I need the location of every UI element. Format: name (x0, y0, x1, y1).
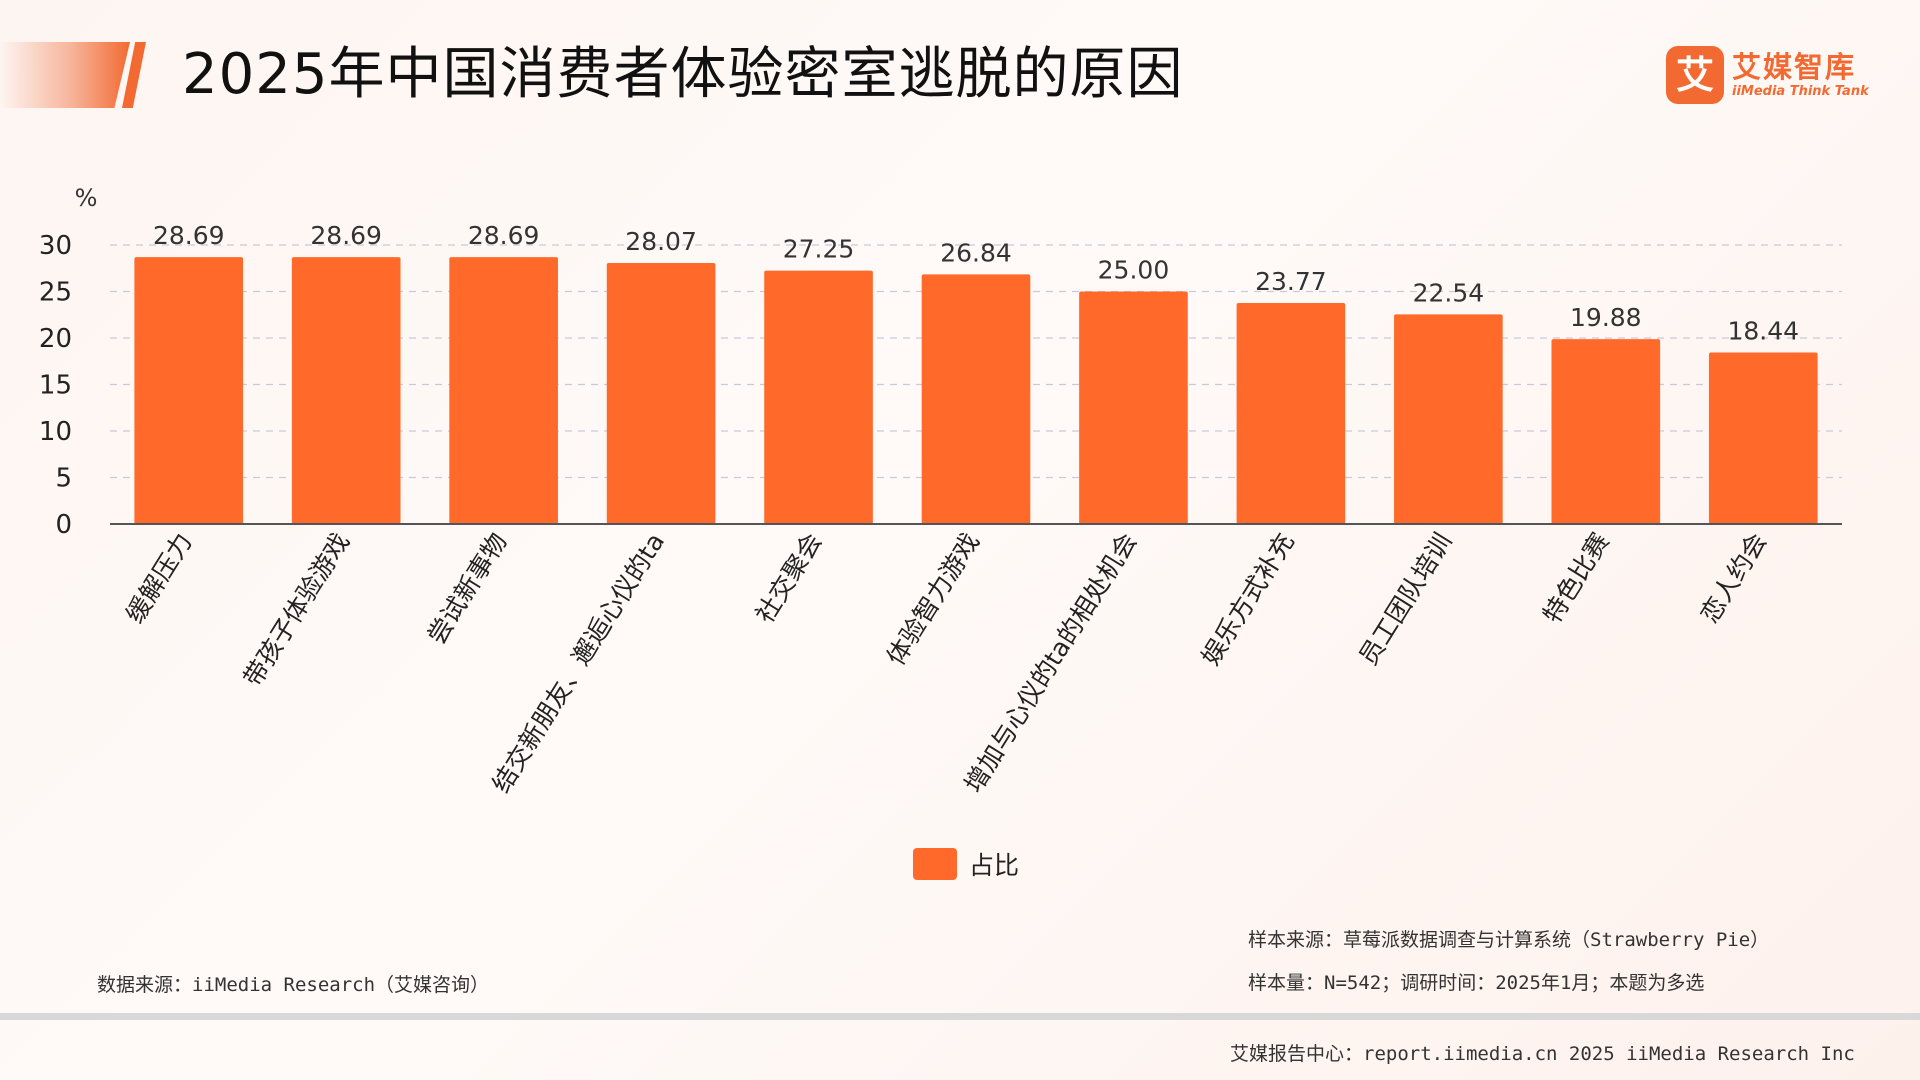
bar-value-label: 25.00 (1098, 256, 1170, 285)
category-label: 特色比赛 (1537, 528, 1615, 628)
y-tick-label: 10 (39, 417, 72, 447)
logo-english-name: iiMedia Think Tank (1732, 84, 1869, 99)
bar (921, 274, 1031, 524)
category-label: 尝试新事物 (422, 528, 513, 649)
y-tick-label: 5 (55, 464, 72, 494)
category-label: 社交聚会 (750, 528, 828, 628)
bar-value-label: 27.25 (783, 235, 855, 264)
y-axis-ticks: 0 5 10 15 20 25 30 (39, 231, 72, 540)
brand-logo: 艾 艾媒智库 iiMedia Think Tank (1666, 46, 1869, 104)
bar-value-label: 22.54 (1413, 278, 1485, 307)
bars (134, 257, 1818, 524)
y-tick-label: 25 (39, 278, 72, 308)
bar (1394, 314, 1503, 524)
bar (449, 257, 558, 524)
y-tick-label: 15 (39, 371, 72, 401)
y-axis-unit: % (75, 184, 98, 212)
bar (764, 270, 873, 524)
bar-value-label: 19.88 (1570, 303, 1642, 332)
category-label: 恋人约会 (1695, 528, 1773, 628)
chart-legend: 占比 (913, 846, 1019, 882)
footer-divider (0, 1013, 1920, 1020)
bar-value-label: 18.44 (1727, 317, 1799, 346)
bar-value-label: 26.84 (940, 238, 1012, 267)
bar (1079, 291, 1188, 524)
bar-value-label: 23.77 (1255, 267, 1327, 296)
bar-value-label: 28.69 (310, 221, 382, 250)
category-label: 缓解压力 (120, 528, 198, 628)
bar (1236, 302, 1346, 524)
category-label: 带孩子体验游戏 (238, 528, 355, 692)
sample-size-note: 样本量：N=542；调研时间：2025年1月；本题为多选 (1248, 972, 1705, 994)
logo-text: 艾媒智库 iiMedia Think Tank (1732, 50, 1869, 100)
bar (1551, 339, 1661, 524)
category-label: 体验智力游戏 (881, 528, 985, 671)
logo-mark-icon: 艾 (1666, 46, 1724, 104)
title-accent-bar (0, 42, 130, 108)
category-label: 结交新朋友、邂逅心仪的ta (487, 528, 671, 798)
y-tick-label: 30 (39, 231, 72, 261)
bar (291, 257, 401, 524)
data-labels: 28.69 28.69 28.69 28.07 27.25 26.84 25.00 23.77… (153, 221, 1799, 345)
y-tick-label: 0 (55, 510, 72, 540)
category-label: 员工团队培训 (1353, 528, 1457, 671)
legend-swatch (913, 848, 957, 880)
bar (134, 257, 244, 524)
bar-value-label: 28.69 (468, 221, 540, 250)
category-label: 娱乐方式补充 (1196, 528, 1300, 671)
data-source-note: 数据来源：iiMedia Research（艾媒咨询） (97, 974, 490, 996)
category-label: 增加与心仪的ta的相处机会 (959, 528, 1143, 798)
bar-value-label: 28.69 (153, 221, 225, 250)
footer-text: 艾媒报告中心：report.iimedia.cn 2025 iiMedia Re… (1230, 1043, 1855, 1065)
bar (1708, 352, 1818, 524)
legend-label: 占比 (969, 851, 1020, 880)
sample-source-note: 样本来源：草莓派数据调查与计算系统（Strawberry Pie） (1248, 929, 1770, 951)
bar-value-label: 28.07 (625, 227, 697, 256)
bar (606, 262, 716, 524)
logo-chinese-name: 艾媒智库 (1732, 50, 1857, 84)
y-tick-label: 20 (39, 324, 72, 354)
page-title: 2025年中国消费者体验密室逃脱的原因 (182, 42, 1184, 107)
